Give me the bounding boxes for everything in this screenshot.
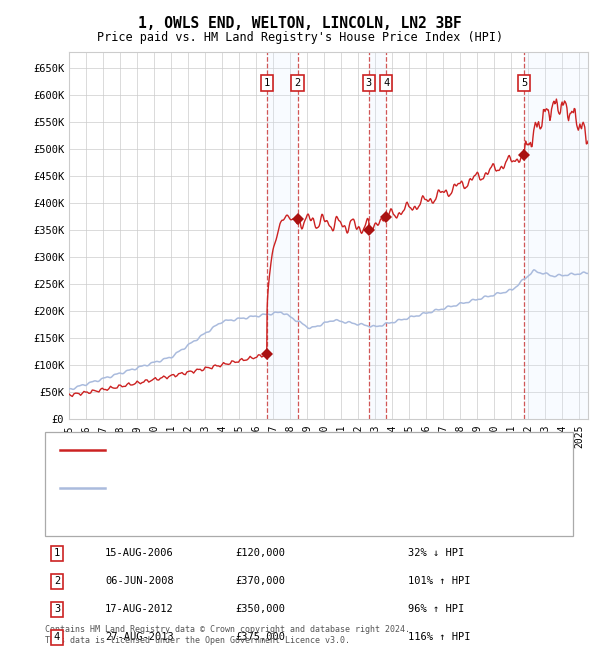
Text: 1: 1 (263, 78, 270, 88)
Text: 116% ↑ HPI: 116% ↑ HPI (408, 632, 470, 642)
Text: 1: 1 (54, 549, 60, 558)
Text: 2: 2 (295, 78, 301, 88)
Text: Price paid vs. HM Land Registry's House Price Index (HPI): Price paid vs. HM Land Registry's House … (97, 31, 503, 44)
Text: 4: 4 (383, 78, 389, 88)
Text: £370,000: £370,000 (235, 577, 285, 586)
Text: 1, OWLS END, WELTON, LINCOLN, LN2 3BF (detached house): 1, OWLS END, WELTON, LINCOLN, LN2 3BF (d… (116, 445, 454, 456)
Text: £120,000: £120,000 (235, 549, 285, 558)
Text: 3: 3 (54, 604, 60, 614)
Bar (524, 52, 588, 419)
Text: 06-JUN-2008: 06-JUN-2008 (105, 577, 174, 586)
Text: HPI: Average price, detached house, West Lindsey: HPI: Average price, detached house, West… (116, 483, 416, 493)
Text: 17-AUG-2012: 17-AUG-2012 (105, 604, 174, 614)
Text: 101% ↑ HPI: 101% ↑ HPI (408, 577, 470, 586)
Text: 1, OWLS END, WELTON, LINCOLN, LN2 3BF: 1, OWLS END, WELTON, LINCOLN, LN2 3BF (138, 16, 462, 31)
Text: 3: 3 (366, 78, 372, 88)
Text: £375,000: £375,000 (235, 632, 285, 642)
Text: 27-AUG-2013: 27-AUG-2013 (105, 632, 174, 642)
Text: 15-AUG-2006: 15-AUG-2006 (105, 549, 174, 558)
Text: Contains HM Land Registry data © Crown copyright and database right 2024.
This d: Contains HM Land Registry data © Crown c… (45, 625, 410, 645)
Text: 96% ↑ HPI: 96% ↑ HPI (408, 604, 464, 614)
Text: 2: 2 (54, 577, 60, 586)
Text: 5: 5 (521, 78, 527, 88)
Text: 32% ↓ HPI: 32% ↓ HPI (408, 549, 464, 558)
Text: £350,000: £350,000 (235, 604, 285, 614)
Bar (267, 52, 298, 419)
Text: 4: 4 (54, 632, 60, 642)
Bar (369, 52, 386, 419)
